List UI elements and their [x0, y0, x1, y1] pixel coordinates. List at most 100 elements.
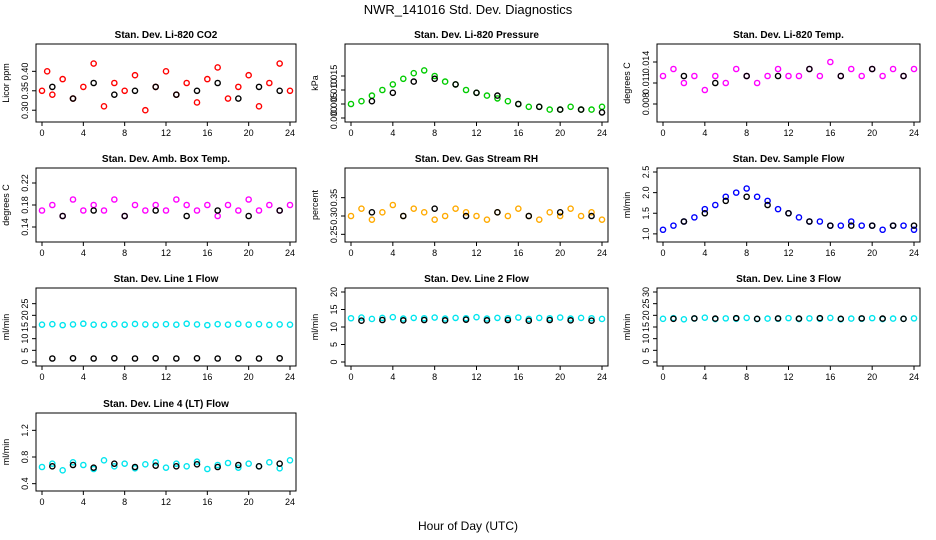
- x-axis-label: Hour of Day (UTC): [418, 519, 518, 533]
- data-point: [43, 68, 51, 75]
- x-tick-label: 0: [660, 372, 665, 382]
- data-point: [680, 218, 688, 225]
- y-tick-label: 25: [641, 299, 651, 309]
- data-point: [347, 212, 355, 220]
- y-tick-label: 30: [641, 287, 651, 297]
- panel-4: Stan. Dev. Amb. Box Temp. degrees C 0 4 8 12 1…: [1, 154, 297, 258]
- x-tick-label: 20: [867, 248, 877, 258]
- data-point: [368, 92, 376, 99]
- data-point: [286, 321, 294, 328]
- data-point: [732, 65, 740, 73]
- data-point: [659, 226, 667, 234]
- data-point: [358, 97, 365, 105]
- y-tick-label: 15: [20, 322, 30, 332]
- data-point: [235, 95, 242, 102]
- data-point: [183, 79, 190, 87]
- data-point: [59, 212, 66, 220]
- data-point: [173, 355, 180, 362]
- x-tick-label: 8: [744, 128, 749, 138]
- data-point: [785, 314, 792, 322]
- data-point: [910, 315, 918, 322]
- panel-title: Stan. Dev. Gas Stream RH: [415, 154, 538, 165]
- plot-frame: [344, 43, 609, 123]
- data-point: [245, 71, 252, 79]
- data-point: [173, 196, 180, 203]
- x-tick-label: 4: [81, 372, 86, 382]
- panel-8: Stan. Dev. Line 2 Flow ml/min 0 4 8 12 16 20 24 0…: [310, 274, 609, 382]
- y-tick-label: 0.8: [20, 451, 30, 464]
- data-point: [121, 321, 128, 328]
- data-point: [286, 201, 294, 209]
- y-tick-label: 0: [20, 359, 30, 364]
- data-point: [910, 65, 918, 73]
- x-tick-label: 4: [81, 497, 86, 507]
- data-point: [691, 315, 698, 322]
- data-point: [255, 103, 263, 110]
- y-axis-label: degrees C: [622, 62, 632, 104]
- plot-frame: [344, 287, 609, 367]
- y-tick-label: 0.22: [20, 174, 30, 192]
- panel-10: Stan. Dev. Line 4 (LT) Flow ml/min 0 4 8 12 16…: [1, 399, 297, 507]
- data-point: [368, 216, 376, 223]
- data-point: [162, 68, 170, 75]
- data-point: [90, 464, 97, 471]
- data-point: [142, 106, 149, 114]
- data-point: [121, 212, 128, 220]
- data-point: [837, 72, 845, 80]
- panel-title: Stan. Dev. Li-820 CO2: [115, 30, 218, 41]
- data-point: [504, 316, 512, 324]
- x-tick-label: 16: [825, 372, 835, 382]
- y-tick-label: 0.011: [641, 72, 651, 94]
- x-tick-label: 0: [39, 128, 44, 138]
- y-tick-label: 0.4: [20, 477, 30, 490]
- x-tick-label: 20: [555, 128, 565, 138]
- data-point: [173, 460, 180, 467]
- data-point: [255, 355, 263, 362]
- data-point: [910, 226, 918, 234]
- data-point: [245, 460, 252, 467]
- figure-title: NWR_141016 Std. Dev. Diagnostics: [364, 2, 573, 17]
- data-point: [152, 462, 159, 469]
- data-point: [670, 315, 677, 323]
- data-point: [410, 314, 418, 322]
- y-tick-label: 1.5: [641, 207, 651, 220]
- data-point: [483, 317, 491, 324]
- y-tick-label: 20: [329, 287, 339, 297]
- x-tick-label: 12: [161, 128, 171, 138]
- data-point: [910, 222, 918, 229]
- y-tick-label: 15: [641, 322, 651, 332]
- x-tick-label: 8: [744, 248, 749, 258]
- data-point: [183, 212, 190, 220]
- data-point: [379, 316, 386, 324]
- x-tick-label: 4: [702, 128, 707, 138]
- y-tick-label: 0: [641, 359, 651, 364]
- data-point: [183, 463, 190, 470]
- panel-title: Stan. Dev. Amb. Box Temp.: [102, 154, 230, 165]
- plot-frame: [656, 287, 921, 367]
- y-axis-label: degrees C: [1, 184, 11, 226]
- data-point: [69, 459, 77, 466]
- data-point: [889, 222, 897, 229]
- data-point: [732, 314, 740, 322]
- data-point: [525, 317, 533, 325]
- x-tick-label: 24: [597, 372, 607, 382]
- x-tick-label: 0: [39, 248, 44, 258]
- data-point: [90, 207, 97, 214]
- data-point: [722, 79, 730, 87]
- data-point: [152, 201, 159, 209]
- data-point: [358, 317, 365, 325]
- data-point: [806, 65, 813, 73]
- plot-frame: [35, 167, 297, 243]
- data-point: [711, 315, 719, 322]
- data-point: [90, 201, 97, 209]
- data-point: [266, 201, 273, 209]
- data-point: [80, 320, 87, 328]
- panel-3: Stan. Dev. Li-820 Temp. degrees C 0 4 8 12 16 2…: [622, 30, 921, 138]
- x-tick-label: 24: [909, 248, 919, 258]
- data-point: [38, 463, 46, 471]
- data-point: [49, 83, 56, 91]
- y-tick-label: 0.015: [329, 65, 339, 88]
- data-point: [193, 321, 201, 328]
- data-point: [235, 464, 242, 471]
- data-point: [142, 461, 149, 468]
